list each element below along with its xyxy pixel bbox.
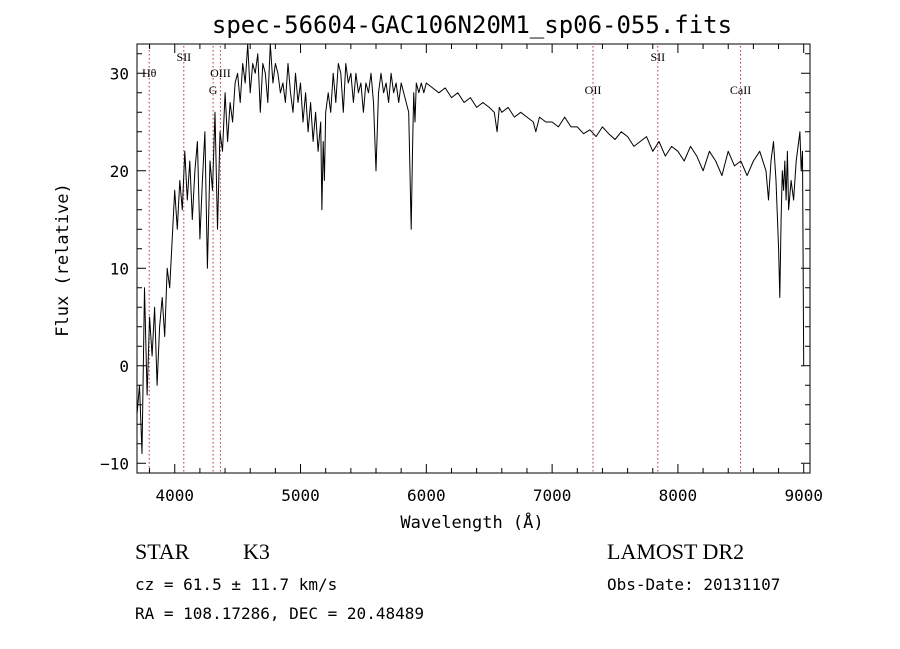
x-tick-label: 9000: [784, 486, 823, 505]
y-tick-label: 30: [110, 64, 129, 83]
spectral-line-label: OII: [585, 83, 602, 97]
spectral-line-label: SII: [650, 50, 665, 64]
spectral-line-label: SII: [176, 50, 191, 64]
object-class: STAR: [135, 539, 190, 564]
spectral-line-label: CaII: [730, 83, 751, 97]
x-tick-label: 5000: [281, 486, 320, 505]
y-tick-label: 10: [110, 259, 129, 278]
y-axis-label: Flux (relative): [53, 183, 73, 337]
object-subclass: K3: [243, 539, 270, 564]
survey-name: LAMOST DR2: [607, 539, 744, 564]
chart-title: spec-56604-GAC106N20M1_sp06-055.fits: [212, 11, 732, 39]
y-tick-label: 20: [110, 162, 129, 181]
y-axis-ticks: [137, 53, 810, 464]
x-axis-ticks: [149, 44, 805, 473]
x-tick-label: 8000: [659, 486, 698, 505]
x-axis-label: Wavelength (Å): [400, 511, 543, 533]
redshift-velocity: cz = 61.5 ± 11.7 km/s: [135, 575, 337, 594]
x-tick-label: 7000: [533, 486, 572, 505]
y-tick-label: 0: [119, 357, 129, 376]
observation-date: Obs-Date: 20131107: [607, 575, 780, 594]
x-axis-tick-labels: 4000 5000 6000 7000 8000 9000: [155, 486, 823, 505]
spectral-line-label: Hθ: [142, 66, 157, 80]
y-tick-label: −10: [100, 454, 129, 473]
spectral-line-markers: Hθ SII OIII G OII SII CaII: [142, 46, 751, 472]
coordinates: RA = 108.17286, DEC = 20.48489: [135, 604, 424, 623]
plot-frame: [136, 43, 811, 474]
y-axis-tick-labels: −10 0 10 20 30: [100, 64, 129, 473]
spectral-line-label: OIII: [210, 66, 231, 80]
x-tick-label: 6000: [407, 486, 446, 505]
spectral-line-label: G: [209, 83, 218, 97]
spectrum-series-line: [136, 43, 805, 454]
x-tick-label: 4000: [155, 486, 194, 505]
